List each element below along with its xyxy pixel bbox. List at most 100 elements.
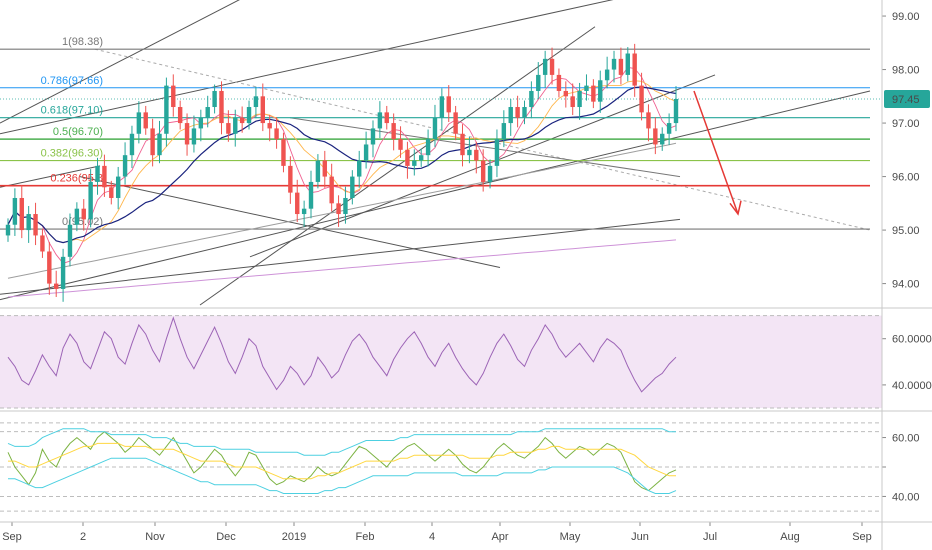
time-tick-label: Jun [631,531,649,543]
candle-body [487,165,493,182]
candle-body [115,176,121,198]
candle-body [60,256,66,289]
candle-body [12,197,18,225]
candle-body [515,107,520,118]
price-axis[interactable]: 94.00 95.00 96.00 97.00 98.00 99.00 97.45 [882,11,930,291]
time-tick-label: Sep [2,531,22,543]
rsi-tick-label: 40.0000 [892,380,932,392]
candle-body [47,251,52,284]
candle-body [398,139,403,150]
candle-body [577,90,582,108]
candle-body [267,123,272,129]
candle-body [536,74,541,91]
candle-body [315,160,321,182]
candle-body [281,139,286,166]
candle-body [184,123,190,145]
candle-body [625,53,630,75]
time-axis[interactable]: Sep 2 Nov Dec 2019 Feb 4 Apr May Jun Jul Aug Sep [2,522,872,543]
rsi-band [0,315,882,408]
oscillator-tick-label: 40.00 [892,491,920,503]
candle-body [673,98,679,124]
candle-body [143,112,148,129]
candle-body [646,112,651,129]
candle-body [639,85,644,113]
candle-body [129,133,135,156]
candle-body [446,96,451,113]
candle-body [584,85,589,91]
trend-line [0,0,240,124]
rsi-tick-label: 60.0000 [892,334,932,346]
candle-body [136,112,142,134]
candle-body [570,96,575,108]
trend-line [0,90,871,301]
oscillator-panel[interactable]: 40.00 60.00 [0,422,920,512]
candle-body [95,165,100,182]
candle-body [102,165,107,188]
fib-level-label: 0.5(96.70) [53,126,103,138]
candle-body [109,187,114,198]
candle-body [563,90,569,97]
candle-body [556,74,562,91]
price-panel[interactable]: 1(98.38) 0.786(97.66) 0.618(97.10) 0.5(96.7… [0,0,930,306]
price-tick-label: 99.00 [892,11,920,23]
candle-body [425,139,431,156]
candle-body [474,149,479,161]
last-price-label: 97.45 [892,94,920,106]
oscillator-tick-label: 60.00 [892,433,920,445]
candle-body [522,107,527,118]
down-trend-arrow [693,90,742,216]
candle-body [205,107,210,118]
candle-body [88,181,93,220]
candle-body [150,128,155,156]
rsi-panel[interactable]: 40.0000 60.0000 [0,315,932,409]
time-tick-label: Jul [703,531,717,543]
time-tick-label: Sep [852,531,872,543]
candle-body [618,58,624,75]
candle-body [198,117,204,129]
candle-body [363,144,369,161]
candle-body [453,112,458,134]
candle-body [549,58,555,75]
candle-body [5,224,11,236]
time-tick-label: 4 [429,531,435,543]
time-tick-label: Dec [216,531,236,543]
candle-body [219,90,224,124]
candle-body [171,85,176,108]
rsi-line [7,316,677,393]
fib-level-label: 0.786(97.66) [41,75,103,87]
candle-body [660,133,665,145]
candle-body [191,128,197,145]
candle-body [350,176,355,198]
candle-body [391,123,396,140]
candle-body [418,155,424,161]
candle-body [226,123,231,134]
candle-body [666,123,672,134]
fib-level-label: 0.236(95.8 [50,173,103,185]
long-moving-average-line [7,142,677,279]
fibonacci-levels: 1(98.38) 0.786(97.66) 0.618(97.10) 0.5(96.7… [0,36,882,230]
candle-body [33,214,38,236]
candlesticks [5,43,679,302]
candle-body [357,160,362,177]
candle-body [467,149,472,156]
trend-line [289,117,681,178]
candle-body [439,96,445,118]
candle-body [329,176,334,204]
candle-body [460,133,465,156]
candle-body [81,208,86,220]
trend-line [0,165,101,188]
candle-body [412,160,417,166]
candle-body [274,128,279,140]
candle-body [343,197,348,215]
moving-average-line [7,86,677,244]
candle-body [480,160,486,182]
price-tick-label: 94.00 [892,279,920,291]
oscillator-fast-line [7,431,677,492]
candle-body [233,117,238,134]
price-tick-label: 95.00 [892,225,920,237]
candle-body [288,165,293,193]
candle-body [377,112,383,129]
time-tick-label: 2 [80,531,86,543]
candle-body [591,85,596,102]
